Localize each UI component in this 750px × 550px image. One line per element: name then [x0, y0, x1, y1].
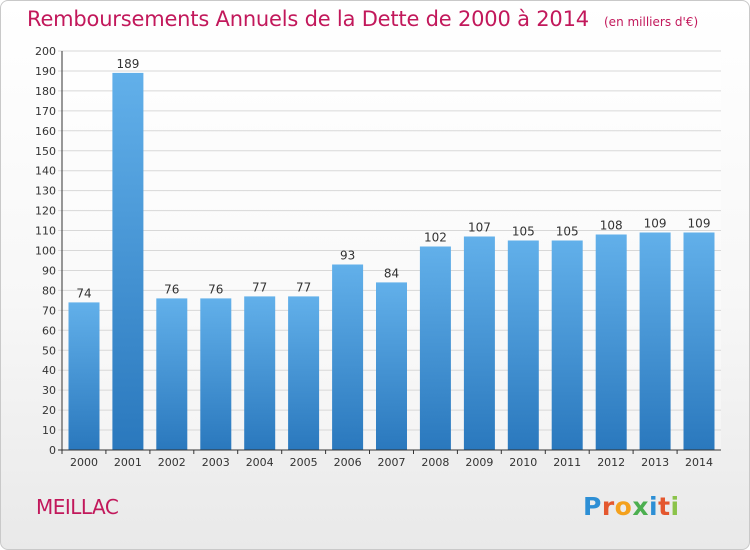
bar	[683, 232, 715, 450]
x-tick-label: 2013	[641, 456, 669, 469]
data-label: 74	[76, 286, 91, 300]
chart-subtitle: (en milliers d'€)	[604, 15, 699, 29]
x-tick-label: 2008	[421, 456, 449, 469]
x-tick-label: 2005	[290, 456, 318, 469]
y-tick-label: 180	[35, 85, 56, 98]
y-tick-label: 80	[42, 284, 56, 297]
y-tick-label: 110	[35, 225, 56, 238]
y-tick-label: 10	[42, 424, 56, 437]
data-label: 102	[424, 231, 447, 245]
data-label: 189	[116, 57, 139, 71]
y-tick-label: 130	[35, 185, 56, 198]
y-tick-label: 20	[42, 404, 56, 417]
y-tick-label: 170	[35, 105, 56, 118]
bar	[244, 296, 276, 450]
bar	[112, 72, 144, 451]
data-label: 76	[208, 282, 223, 296]
y-tick-label: 140	[35, 165, 56, 178]
x-tick-label: 2002	[158, 456, 186, 469]
x-tick-label: 2010	[509, 456, 537, 469]
bar	[288, 296, 320, 450]
x-tick-label: 2012	[597, 456, 625, 469]
bar	[463, 236, 495, 450]
y-tick-label: 60	[42, 324, 56, 337]
x-tick-label: 2014	[685, 456, 713, 469]
proxiti-logo[interactable]: Proxiti	[583, 492, 680, 521]
data-label: 108	[600, 219, 623, 233]
data-label: 93	[340, 249, 355, 263]
bar	[419, 246, 451, 450]
location-label: MEILLAC	[36, 495, 119, 519]
y-tick-label: 0	[49, 444, 56, 457]
y-tick-label: 90	[42, 264, 56, 277]
y-tick-label: 50	[42, 344, 56, 357]
data-label: 109	[688, 217, 711, 231]
x-tick-label: 2000	[70, 456, 98, 469]
x-tick-label: 2004	[246, 456, 274, 469]
data-label: 109	[644, 217, 667, 231]
y-tick-label: 120	[35, 205, 56, 218]
bar	[551, 240, 583, 450]
y-tick-label: 40	[42, 364, 56, 377]
chart-header: Remboursements Annuels de la Dette de 20…	[27, 7, 698, 31]
x-tick-label: 2007	[378, 456, 406, 469]
y-tick-label: 30	[42, 384, 56, 397]
y-tick-label: 100	[35, 245, 56, 258]
bar	[595, 234, 627, 450]
bar	[68, 302, 100, 450]
x-tick-label: 2006	[334, 456, 362, 469]
bar	[200, 298, 232, 450]
data-label: 77	[296, 280, 311, 294]
x-tick-label: 2001	[114, 456, 142, 469]
data-label: 105	[556, 225, 579, 239]
x-tick-label: 2003	[202, 456, 230, 469]
bar	[639, 232, 671, 450]
chart-title: Remboursements Annuels de la Dette de 20…	[27, 7, 589, 31]
y-tick-label: 160	[35, 125, 56, 138]
data-label: 105	[512, 225, 535, 239]
x-tick-label: 2011	[553, 456, 581, 469]
y-tick-label: 70	[42, 304, 56, 317]
bar	[332, 264, 364, 450]
y-tick-label: 150	[35, 145, 56, 158]
y-tick-label: 200	[35, 45, 56, 58]
data-label: 84	[384, 266, 399, 280]
bar	[156, 298, 188, 450]
y-tick-label: 190	[35, 65, 56, 78]
data-label: 76	[164, 282, 179, 296]
data-label: 77	[252, 280, 267, 294]
bar	[376, 282, 407, 450]
x-tick-label: 2009	[465, 456, 493, 469]
bar	[507, 240, 539, 450]
data-label: 107	[468, 221, 491, 235]
